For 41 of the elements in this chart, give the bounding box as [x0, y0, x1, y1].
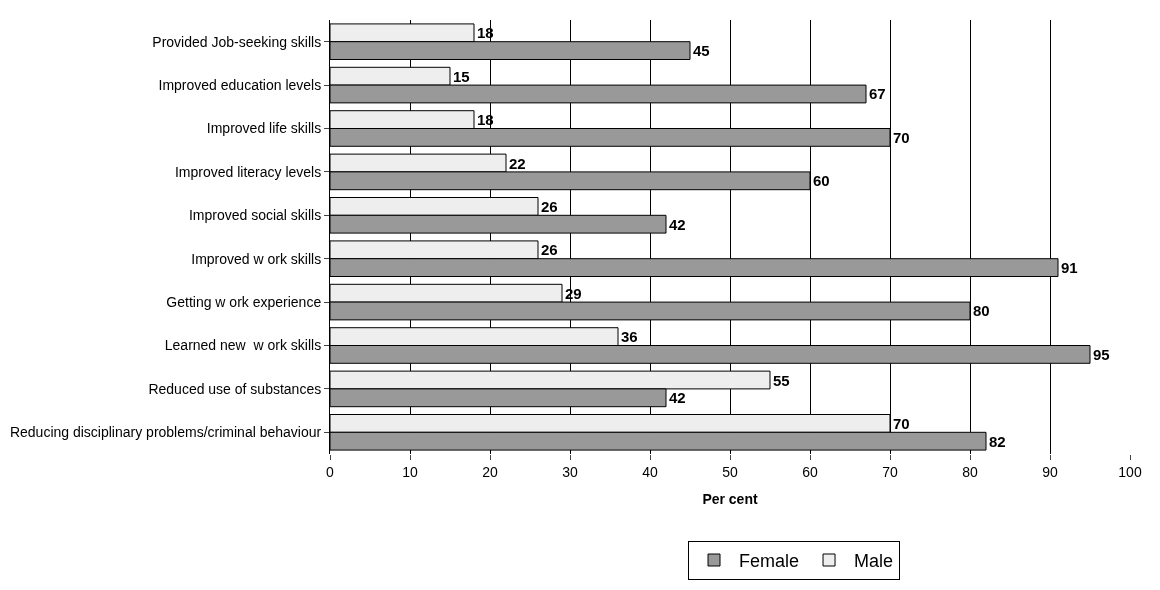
x-tick-label: 80	[962, 463, 978, 480]
y-tick-label: Improved social skills	[188, 207, 322, 224]
y-tick-label: Improved literacy levels	[174, 163, 322, 180]
y-tick-label: Improved education levels	[158, 77, 322, 93]
y-tick-label: Getting w ork experience	[166, 294, 322, 310]
data-label: 26	[541, 197, 558, 215]
x-tick-label: 100	[1118, 463, 1142, 480]
data-label: 42	[669, 389, 686, 407]
x-tick-label: 50	[722, 463, 738, 480]
data-label: 95	[1093, 345, 1110, 363]
data-label: 60	[813, 172, 830, 190]
y-tick-label: Reduced use of substances	[148, 380, 322, 397]
data-label: 91	[1061, 259, 1078, 277]
data-label: 67	[869, 85, 886, 103]
data-label: 45	[693, 42, 710, 60]
data-label: 82	[989, 432, 1006, 450]
data-label: 70	[893, 128, 910, 146]
x-tick-label: 40	[642, 463, 658, 480]
data-label: 80	[973, 302, 990, 320]
y-tick-label: Provided Job-seeking skills	[152, 33, 322, 50]
x-tick-label: 70	[882, 463, 898, 480]
y-tick-label: Improved w ork skills	[191, 250, 322, 267]
y-tick-label: Reducing disciplinary problems/criminal behaviour	[9, 424, 322, 441]
data-label: 55	[773, 371, 790, 389]
x-tick-label: 20	[482, 463, 498, 480]
y-tick-label: Learned new w ork skills	[164, 337, 322, 354]
x-tick-label: 60	[802, 463, 818, 480]
x-tick-label: 10	[402, 463, 418, 480]
x-tick-label: 30	[562, 463, 578, 480]
x-tick-label: 0	[326, 463, 335, 480]
x-axis-title: Per cent	[702, 491, 758, 508]
data-label: 70	[893, 414, 910, 432]
data-label: 15	[453, 67, 470, 85]
x-tick-label: 90	[1042, 463, 1058, 480]
legend-label: Female	[739, 551, 800, 572]
data-label: 22	[509, 154, 526, 172]
data-label: 26	[541, 241, 558, 259]
y-tick-label: Improved life skills	[206, 120, 322, 137]
data-label: 42	[669, 215, 686, 233]
legend-label: Male	[854, 551, 894, 572]
data-label: 36	[621, 328, 638, 346]
